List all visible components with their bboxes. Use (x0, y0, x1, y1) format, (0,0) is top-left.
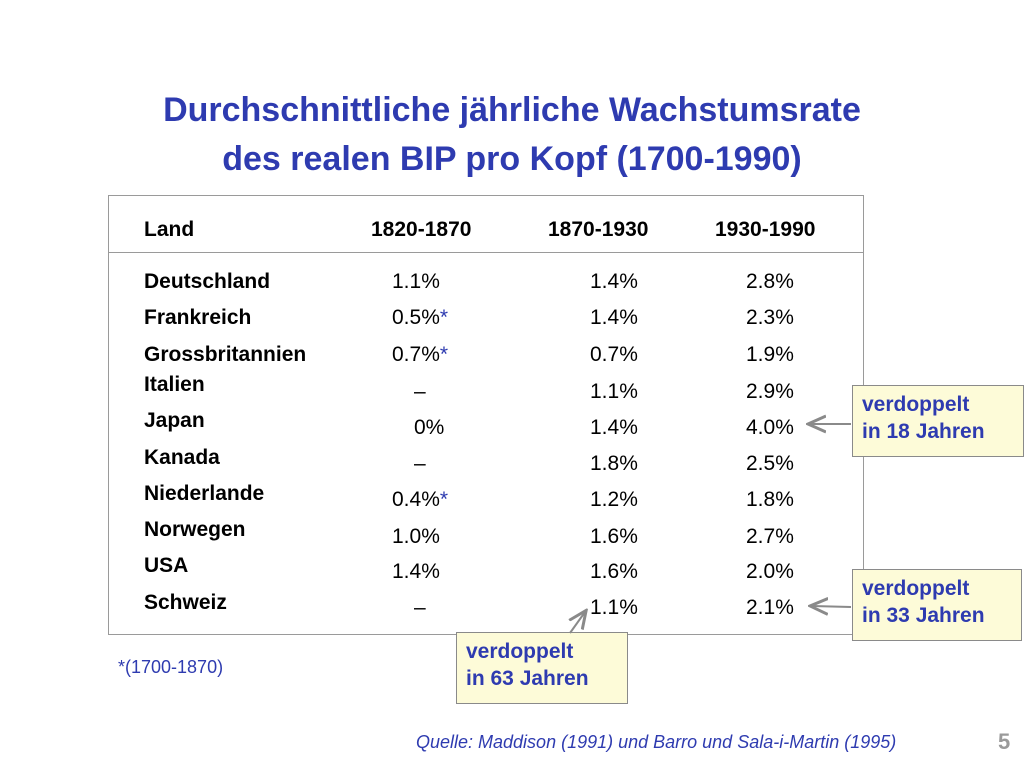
value-1930-1990: 2.7% (746, 525, 794, 548)
country-name: Schweiz (144, 591, 227, 614)
callout-line-1: verdoppelt (862, 393, 970, 416)
source-citation: Quelle: Maddison (1991) und Barro und Sa… (416, 732, 897, 752)
value-1820-1870: 1.0% (392, 525, 440, 548)
page-number: 5 (998, 729, 1011, 754)
value-1870-1930: 1.4% (590, 306, 638, 329)
value-1930-1990: 2.3% (746, 306, 794, 329)
header-divider (108, 252, 864, 253)
country-name: Deutschland (144, 270, 271, 293)
country-name: Niederlande (144, 482, 265, 505)
footnote: *(1700-1870) (118, 657, 224, 677)
header-period-1: 1820-1870 (371, 218, 472, 241)
country-name: Kanada (144, 446, 220, 469)
value-1870-1930: 1.4% (590, 270, 638, 293)
title-line-1: Durchschnittliche jährliche Wachstumsrat… (163, 91, 861, 129)
callout-line-2: in 18 Jahren (862, 420, 985, 443)
value-1870-1930: 1.1% (590, 380, 638, 403)
value-1930-1990: 1.9% (746, 343, 794, 366)
callout-line-1: verdoppelt (862, 577, 970, 600)
value-1820-1870: 0.4%* (392, 488, 449, 511)
value-1870-1930: 1.1% (590, 596, 638, 619)
value-1820-1870: 0% (414, 416, 445, 439)
value-1820-1870: – (414, 380, 426, 403)
value-1870-1930: 1.4% (590, 416, 638, 439)
callout-18-years: verdoppelt in 18 Jahren (852, 385, 1024, 457)
callout-line-2: in 63 Jahren (466, 667, 589, 690)
callout-63-years: verdoppelt in 63 Jahren (456, 632, 628, 704)
country-name: Norwegen (144, 518, 246, 541)
value-1930-1990: 2.0% (746, 560, 794, 583)
value-1930-1990: 2.8% (746, 270, 794, 293)
value-1930-1990: 2.5% (746, 452, 794, 475)
value-1820-1870: – (414, 596, 426, 619)
value-1930-1990: 2.1% (746, 596, 794, 619)
value-1820-1870: 1.4% (392, 560, 440, 583)
country-name: USA (144, 554, 189, 577)
callout-33-years: verdoppelt in 33 Jahren (852, 569, 1022, 641)
country-name: Japan (144, 409, 205, 432)
value-1820-1870: 1.1% (392, 270, 440, 293)
value-1870-1930: 1.8% (590, 452, 638, 475)
country-name: Italien (144, 373, 205, 396)
callout-line-1: verdoppelt (466, 640, 574, 663)
value-1870-1930: 1.2% (590, 488, 638, 511)
country-name: Frankreich (144, 306, 252, 329)
value-1870-1930: 1.6% (590, 560, 638, 583)
slide-title: Durchschnittliche jährliche Wachstumsrat… (0, 86, 1024, 184)
title-line-2: des realen BIP pro Kopf (1700-1990) (222, 140, 802, 178)
header-period-3: 1930-1990 (715, 218, 816, 241)
header-period-2: 1870-1930 (548, 218, 649, 241)
value-1820-1870: 0.7%* (392, 343, 449, 366)
value-1870-1930: 0.7% (590, 343, 638, 366)
value-1870-1930: 1.6% (590, 525, 638, 548)
value-1820-1870: – (414, 452, 426, 475)
country-name: Grossbritannien (144, 343, 307, 366)
value-1930-1990: 2.9% (746, 380, 794, 403)
header-land: Land (144, 218, 195, 241)
value-1820-1870: 0.5%* (392, 306, 449, 329)
value-1930-1990: 4.0% (746, 416, 794, 439)
callout-line-2: in 33 Jahren (862, 604, 985, 627)
value-1930-1990: 1.8% (746, 488, 794, 511)
